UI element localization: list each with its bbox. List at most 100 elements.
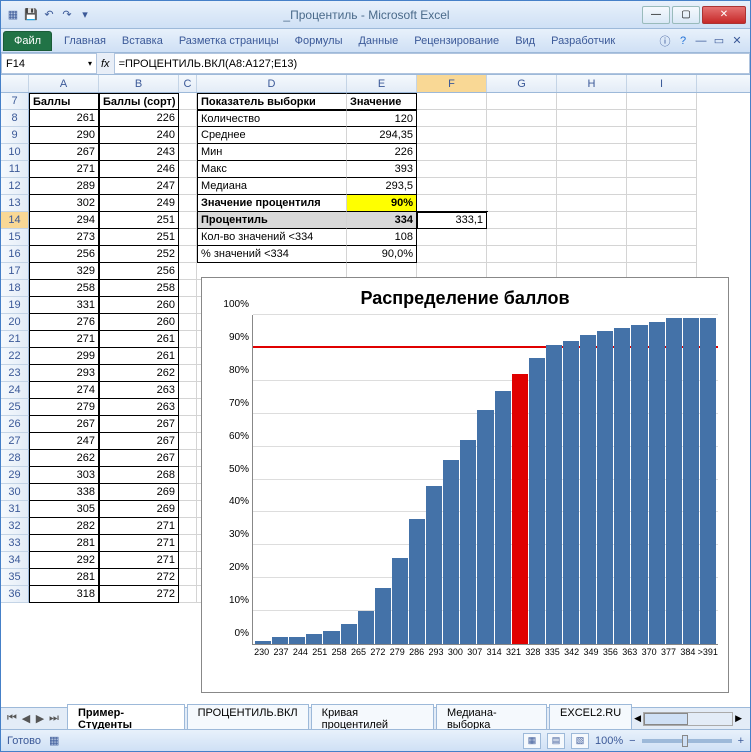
- formula-input[interactable]: =ПРОЦЕНТИЛЬ.ВКЛ(A8:A127;E13): [114, 53, 750, 74]
- cell[interactable]: 272: [99, 586, 179, 603]
- cell[interactable]: 263: [99, 399, 179, 416]
- row-header[interactable]: 33: [1, 535, 29, 552]
- cell[interactable]: [627, 246, 697, 263]
- row-header[interactable]: 14: [1, 212, 29, 229]
- row-header[interactable]: 34: [1, 552, 29, 569]
- column-header[interactable]: E: [347, 75, 417, 92]
- ribbon-tab[interactable]: Данные: [350, 32, 406, 50]
- row-header[interactable]: 9: [1, 127, 29, 144]
- cell[interactable]: [487, 110, 557, 127]
- row-header[interactable]: 24: [1, 382, 29, 399]
- cell[interactable]: [487, 178, 557, 195]
- cell[interactable]: 262: [29, 450, 99, 467]
- cell[interactable]: 226: [99, 110, 179, 127]
- cell[interactable]: [487, 229, 557, 246]
- cell[interactable]: 305: [29, 501, 99, 518]
- cell[interactable]: 108: [347, 229, 417, 246]
- cell[interactable]: [627, 127, 697, 144]
- cell[interactable]: Значение процентиля: [197, 195, 347, 212]
- save-icon[interactable]: 💾: [23, 7, 39, 23]
- hscroll-left-icon[interactable]: ◀: [634, 713, 641, 724]
- cell[interactable]: [179, 331, 197, 348]
- row-header[interactable]: 31: [1, 501, 29, 518]
- cell[interactable]: Мин: [197, 144, 347, 161]
- row-header[interactable]: 35: [1, 569, 29, 586]
- row-header[interactable]: 8: [1, 110, 29, 127]
- cell[interactable]: [557, 246, 627, 263]
- row-header[interactable]: 32: [1, 518, 29, 535]
- cell[interactable]: [179, 416, 197, 433]
- cell[interactable]: 282: [29, 518, 99, 535]
- cell[interactable]: [487, 93, 557, 110]
- cell[interactable]: 258: [29, 280, 99, 297]
- cell[interactable]: [557, 178, 627, 195]
- row-header[interactable]: 26: [1, 416, 29, 433]
- cell[interactable]: 329: [29, 263, 99, 280]
- cell[interactable]: 267: [99, 433, 179, 450]
- row-header[interactable]: 21: [1, 331, 29, 348]
- cell[interactable]: 273: [29, 229, 99, 246]
- row-header[interactable]: 22: [1, 348, 29, 365]
- cell[interactable]: [417, 144, 487, 161]
- cell[interactable]: [179, 263, 197, 280]
- cell[interactable]: % значений <334: [197, 246, 347, 263]
- cell[interactable]: [179, 535, 197, 552]
- row-header[interactable]: 15: [1, 229, 29, 246]
- column-header[interactable]: H: [557, 75, 627, 92]
- column-header[interactable]: B: [99, 75, 179, 92]
- cell[interactable]: 290: [29, 127, 99, 144]
- row-header[interactable]: 13: [1, 195, 29, 212]
- cell[interactable]: [627, 161, 697, 178]
- cell[interactable]: Значение: [347, 93, 417, 110]
- ribbon-tab[interactable]: Вставка: [114, 32, 171, 50]
- hscroll-thumb[interactable]: [644, 713, 688, 725]
- ribbon-tab[interactable]: Вид: [507, 32, 543, 50]
- cell[interactable]: 251: [99, 212, 179, 229]
- cell[interactable]: 263: [99, 382, 179, 399]
- cell[interactable]: 274: [29, 382, 99, 399]
- cell[interactable]: 261: [99, 348, 179, 365]
- cell[interactable]: 331: [29, 297, 99, 314]
- cell[interactable]: 267: [99, 416, 179, 433]
- zoom-slider[interactable]: [642, 739, 732, 743]
- cell[interactable]: Макс: [197, 161, 347, 178]
- doc-close-icon[interactable]: ✕: [730, 34, 744, 48]
- cell[interactable]: 269: [99, 484, 179, 501]
- cell[interactable]: [557, 144, 627, 161]
- cell[interactable]: 226: [347, 144, 417, 161]
- cell[interactable]: [557, 93, 627, 110]
- help-icon[interactable]: ?: [676, 34, 690, 48]
- cell[interactable]: 393: [347, 161, 417, 178]
- row-header[interactable]: 36: [1, 586, 29, 603]
- cell[interactable]: 256: [29, 246, 99, 263]
- cell[interactable]: [179, 297, 197, 314]
- cell[interactable]: 251: [99, 229, 179, 246]
- cell[interactable]: 246: [99, 161, 179, 178]
- row-header[interactable]: 11: [1, 161, 29, 178]
- minimize-button[interactable]: —: [642, 6, 670, 24]
- cell[interactable]: 272: [99, 569, 179, 586]
- cell[interactable]: [557, 110, 627, 127]
- close-button[interactable]: ✕: [702, 6, 746, 24]
- cell[interactable]: [179, 348, 197, 365]
- cell[interactable]: [627, 195, 697, 212]
- cell[interactable]: 302: [29, 195, 99, 212]
- cell[interactable]: [179, 229, 197, 246]
- cell[interactable]: Количество: [197, 110, 347, 127]
- cell[interactable]: [557, 161, 627, 178]
- row-header[interactable]: 25: [1, 399, 29, 416]
- cell[interactable]: 249: [99, 195, 179, 212]
- chart-container[interactable]: Распределение баллов 0%10%20%30%40%50%60…: [201, 277, 729, 693]
- cell[interactable]: [627, 178, 697, 195]
- cell[interactable]: [179, 586, 197, 603]
- row-header[interactable]: 16: [1, 246, 29, 263]
- cell[interactable]: [557, 212, 627, 229]
- cell[interactable]: [179, 569, 197, 586]
- column-header[interactable]: A: [29, 75, 99, 92]
- cell[interactable]: 281: [29, 535, 99, 552]
- cell[interactable]: 318: [29, 586, 99, 603]
- cell[interactable]: 247: [99, 178, 179, 195]
- cell[interactable]: 243: [99, 144, 179, 161]
- cell[interactable]: 271: [99, 518, 179, 535]
- cell[interactable]: [417, 178, 487, 195]
